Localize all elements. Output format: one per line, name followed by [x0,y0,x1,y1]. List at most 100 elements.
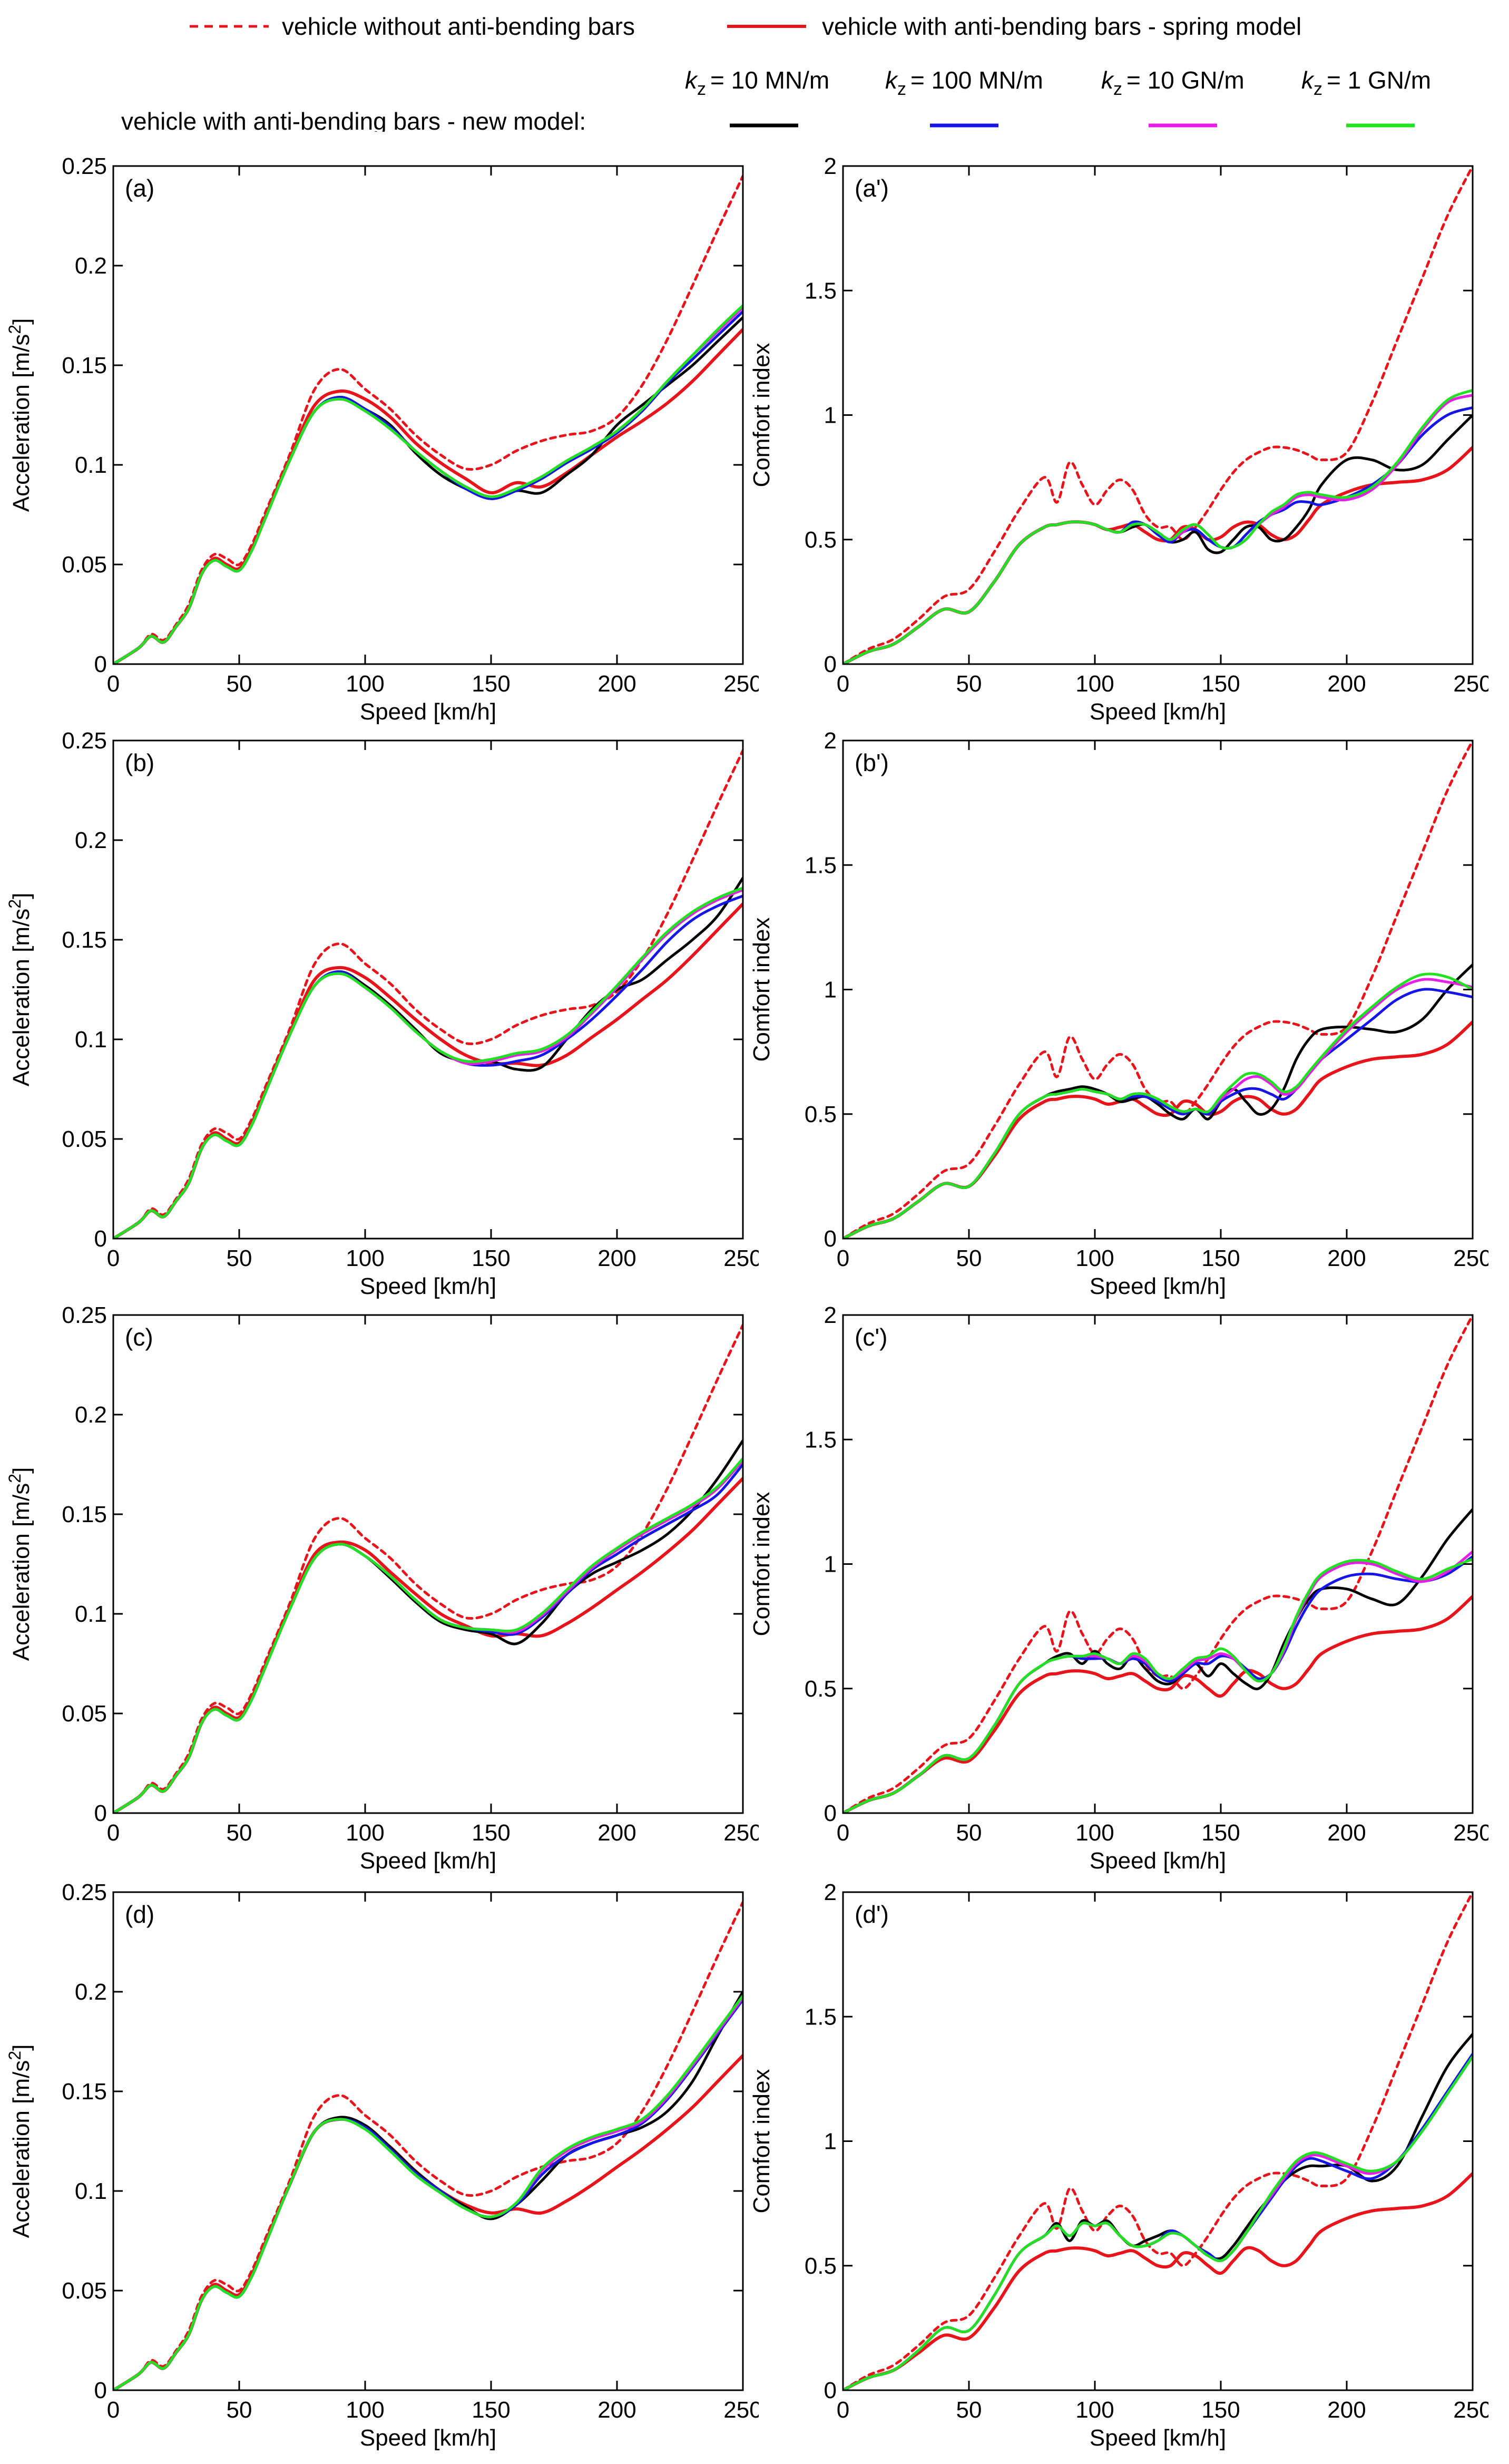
series-line [843,1508,1473,1813]
y-tick-label: 0.2 [75,1402,107,1428]
y-tick-label: 1 [824,403,837,428]
x-tick-label: 150 [472,2397,510,2423]
y-tick-label: 0 [824,1800,837,1826]
series-line [113,328,743,664]
y-tick-label: 0.05 [62,2278,107,2304]
panel-label: (b) [125,749,154,776]
x-tick-label: 100 [346,671,384,697]
y-tick-label: 1 [824,977,837,1003]
x-axis-label: Speed [km/h] [360,699,496,725]
y-tick-label: 0.25 [62,1304,107,1328]
plot-frame [842,739,1474,1240]
x-tick-label: 250 [723,1820,759,1846]
y-axis-label: Comfort index [749,1492,775,1637]
y-tick-label: 2 [824,730,837,754]
plot-frame [112,165,744,665]
y-tick-label: 0.5 [805,2253,837,2279]
chart-svg: 0 50 100 150 200 250 0 0.5 1 1.5 2 Speed [km/h] Comf… [749,155,1488,725]
plot-frame [112,739,744,1240]
y-tick-label: 2 [824,1304,837,1328]
chart-svg: 0 50 100 150 200 250 0 0.05 0.1 0.15 0.2 0.25 Speed … [5,155,759,725]
x-tick-label: 250 [1453,671,1488,697]
plot-frame [112,1891,744,2391]
y-tick-label: 2 [824,1882,837,1905]
x-tick-label: 0 [837,1245,849,1271]
series-line [843,978,1473,1239]
series-line [843,388,1473,664]
x-axis-label: Speed [km/h] [360,1848,496,1874]
y-tick-label: 0 [824,651,837,677]
y-tick-label: 1.5 [805,852,837,878]
x-axis-label: Speed [km/h] [1090,699,1226,725]
chart-svg: 0 50 100 150 200 250 0 0.05 0.1 0.15 0.2 0.25 Speed … [5,730,759,1299]
chart-panel: 0 50 100 150 200 250 0 0.05 0.1 0.15 0.2 0.25 Speed … [0,155,759,727]
series-line [843,2171,1473,2390]
series-line [843,1892,1473,2390]
legend-label-without-bars: vehicle without anti-bending bars [282,13,635,40]
y-tick-label: 0.5 [805,1676,837,1702]
panel-label: (c) [125,1323,153,1351]
panel-label: (c') [855,1323,887,1351]
x-tick-label: 250 [1453,2397,1488,2423]
x-tick-label: 0 [837,1820,849,1846]
series-line [113,889,743,1239]
x-tick-label: 200 [597,1820,636,1846]
x-tick-label: 250 [723,2397,759,2423]
y-tick-label: 0 [824,2378,837,2403]
y-tick-label: 0.1 [75,2178,107,2204]
series-line [113,306,743,664]
legend-entry-kz-10mn: kz = 10 MN/m [685,66,829,128]
x-tick-label: 250 [1453,1820,1488,1846]
y-axis-label: Acceleration [m/s2] [5,1467,34,1661]
y-axis-label: Acceleration [m/s2] [5,893,34,1087]
series-line [843,1557,1473,1813]
plot-frame [842,165,1474,665]
x-tick-label: 100 [1075,1245,1114,1271]
chart-svg: 0 50 100 150 200 250 0 0.05 0.1 0.15 0.2 0.25 Speed … [5,1304,759,1874]
series-line [113,174,743,664]
x-axis-label: Speed [km/h] [360,1273,496,1299]
y-tick-label: 1 [824,1552,837,1577]
x-tick-label: 100 [1075,1820,1114,1846]
y-tick-label: 0 [824,1226,837,1252]
y-tick-label: 0.25 [62,155,107,179]
y-tick-label: 0.1 [75,1601,107,1627]
x-tick-label: 50 [956,671,982,697]
legend-label-spring-model: vehicle with anti-bending bars - spring … [822,13,1301,40]
y-tick-label: 0 [94,651,107,677]
y-tick-label: 2 [824,155,837,179]
series-line [113,1994,743,2390]
y-tick-label: 0 [94,2378,107,2403]
series-line [113,316,743,664]
y-tick-label: 0.2 [75,1979,107,2005]
x-tick-label: 200 [597,1245,636,1271]
y-tick-label: 0.5 [805,527,837,553]
legend-entry-kz-1gn: kz = 1 GN/m [1301,66,1431,128]
y-tick-label: 0.25 [62,1882,107,1905]
y-tick-label: 0.15 [62,1502,107,1527]
y-tick-label: 0.15 [62,353,107,378]
y-tick-label: 0 [94,1800,107,1826]
series-line [113,1439,743,1813]
series-line [113,1459,743,1813]
svg-text:kz= 10 GN/m: kz = 10 GN/m [1101,66,1245,99]
x-tick-label: 0 [107,1820,120,1846]
chart-panel: 0 50 100 150 200 250 0 0.5 1 1.5 2 Speed [km/h] Comf… [730,155,1488,727]
y-tick-label: 0.05 [62,1701,107,1727]
x-tick-label: 150 [472,1245,510,1271]
x-tick-label: 50 [956,2397,982,2423]
y-axis-label: Acceleration [m/s2] [5,318,34,512]
chart-panel: 0 50 100 150 200 250 0 0.05 0.1 0.15 0.2 0.25 Speed … [0,730,759,1302]
x-tick-label: 200 [1327,2397,1366,2423]
chart-panel: 0 50 100 150 200 250 0 0.5 1 1.5 2 Speed [km/h] Comf… [730,1882,1488,2453]
x-tick-label: 200 [1327,1820,1366,1846]
legend-label-new-model: vehicle with anti-bending bars - new mod… [121,108,586,132]
y-tick-label: 0.15 [62,927,107,953]
legend-entry-kz-10gn: kz = 10 GN/m [1101,66,1245,128]
panel-label: (a) [125,174,154,202]
x-tick-label: 150 [472,671,510,697]
y-tick-label: 1 [824,2129,837,2155]
svg-text:kz= 1 GN/m: kz = 1 GN/m [1301,66,1431,99]
series-line [843,972,1473,1239]
y-tick-label: 0.2 [75,827,107,853]
